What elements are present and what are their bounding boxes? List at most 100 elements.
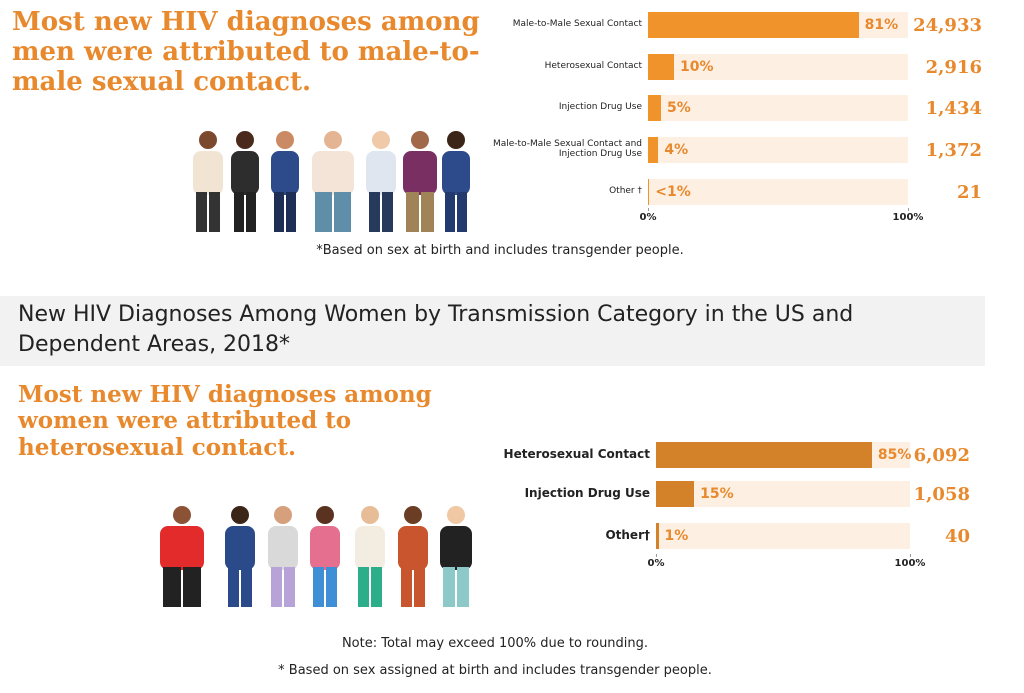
tick-mark [910,554,911,557]
headline: Most new HIV diagnoses among men were at… [12,7,480,97]
bar [648,179,650,205]
bar [656,442,872,468]
figure-part [274,506,292,524]
value-label: 4% [664,142,689,158]
count-label: 1,058 [913,483,970,505]
figure-part [334,192,351,232]
figure-part [231,151,259,195]
tick-mark [656,554,657,557]
category-label: Male-to-Male Sexual Contact and Injectio… [492,139,642,159]
figure-part [241,567,252,607]
figure-part [326,567,337,607]
bar-track [648,137,908,163]
section-band: New HIV Diagnoses Among Women by Transmi… [0,296,985,366]
figure-part [183,567,201,607]
tick-mark [648,208,649,211]
category-label: Heterosexual Contact [503,447,650,462]
figure-part [312,151,354,195]
bar-track [648,54,908,80]
figure-part [457,192,467,232]
figure-part [404,506,422,524]
figure-part [286,192,296,232]
footnote: * Based on sex assigned at birth and inc… [278,663,712,678]
figure-part [372,131,390,149]
figure-part [316,506,334,524]
figure-part [268,526,298,570]
x-tick-label: 0% [647,558,665,569]
figure-part [369,192,380,232]
figure-part [398,526,428,570]
category-label: Other† [605,528,650,543]
tick-mark [908,208,909,211]
figure-part [160,526,204,570]
count-label: 40 [944,525,970,547]
category-label: Injection Drug Use [558,102,642,113]
figure-part [442,151,470,195]
figure-part [355,526,385,570]
figure-part [231,506,249,524]
count-label: 6,092 [913,444,970,466]
bar-track [648,179,908,205]
value-label: <1% [655,184,691,200]
bar [656,523,659,549]
value-label: 10% [680,59,714,75]
figure-part [447,131,465,149]
figure-part [366,151,396,195]
figure-part [401,567,412,607]
category-label: Heterosexual Contact [544,61,642,72]
figure-part [310,526,340,570]
bar-track [648,95,908,121]
bar [648,137,659,163]
figure-part [313,567,324,607]
figure-part [276,131,294,149]
figure-part [246,192,256,232]
figure-part [406,192,419,232]
figure-part [274,192,284,232]
footnote: Note: Total may exceed 100% due to round… [341,636,649,651]
figure-part [371,567,382,607]
figure-part [421,192,434,232]
value-label: 85% [877,447,912,463]
value-label: 81% [864,17,899,33]
category-label: Male-to-Male Sexual Contact [512,19,642,30]
x-tick-label: 0% [639,212,657,223]
figure-part [361,506,379,524]
bar [648,12,859,38]
figure-part [403,151,437,195]
footnote: *Based on sex at birth and includes tran… [316,243,684,258]
figure-part [447,506,465,524]
figure-part [199,131,217,149]
x-tick-label: 100% [892,212,924,223]
value-label: 5% [667,100,691,116]
bar-track [656,481,910,507]
figure-part [411,131,429,149]
figure-part [173,506,191,524]
value-label: 1% [664,528,689,544]
figure-part [445,192,455,232]
count-label: 24,933 [913,14,982,36]
figure-part [163,567,181,607]
figure-part [209,192,220,232]
figure-part [358,567,369,607]
figure-part [284,567,295,607]
figure-part [414,567,425,607]
bar [648,54,674,80]
count-label: 2,916 [925,56,982,78]
figure-part [234,192,244,232]
figure-part [271,567,282,607]
category-label: Injection Drug Use [524,486,650,501]
value-label: 15% [700,486,734,502]
figure-part [315,192,332,232]
figure-part [440,526,472,570]
bar [648,95,661,121]
figure-part [324,131,342,149]
figure-part [457,567,469,607]
figure-part [382,192,393,232]
figure-part [228,567,239,607]
section-title: New HIV Diagnoses Among Women by Transmi… [18,302,854,357]
count-label: 1,434 [925,97,982,119]
count-label: 1,372 [925,139,982,161]
figure-part [225,526,255,570]
bar [656,481,695,507]
